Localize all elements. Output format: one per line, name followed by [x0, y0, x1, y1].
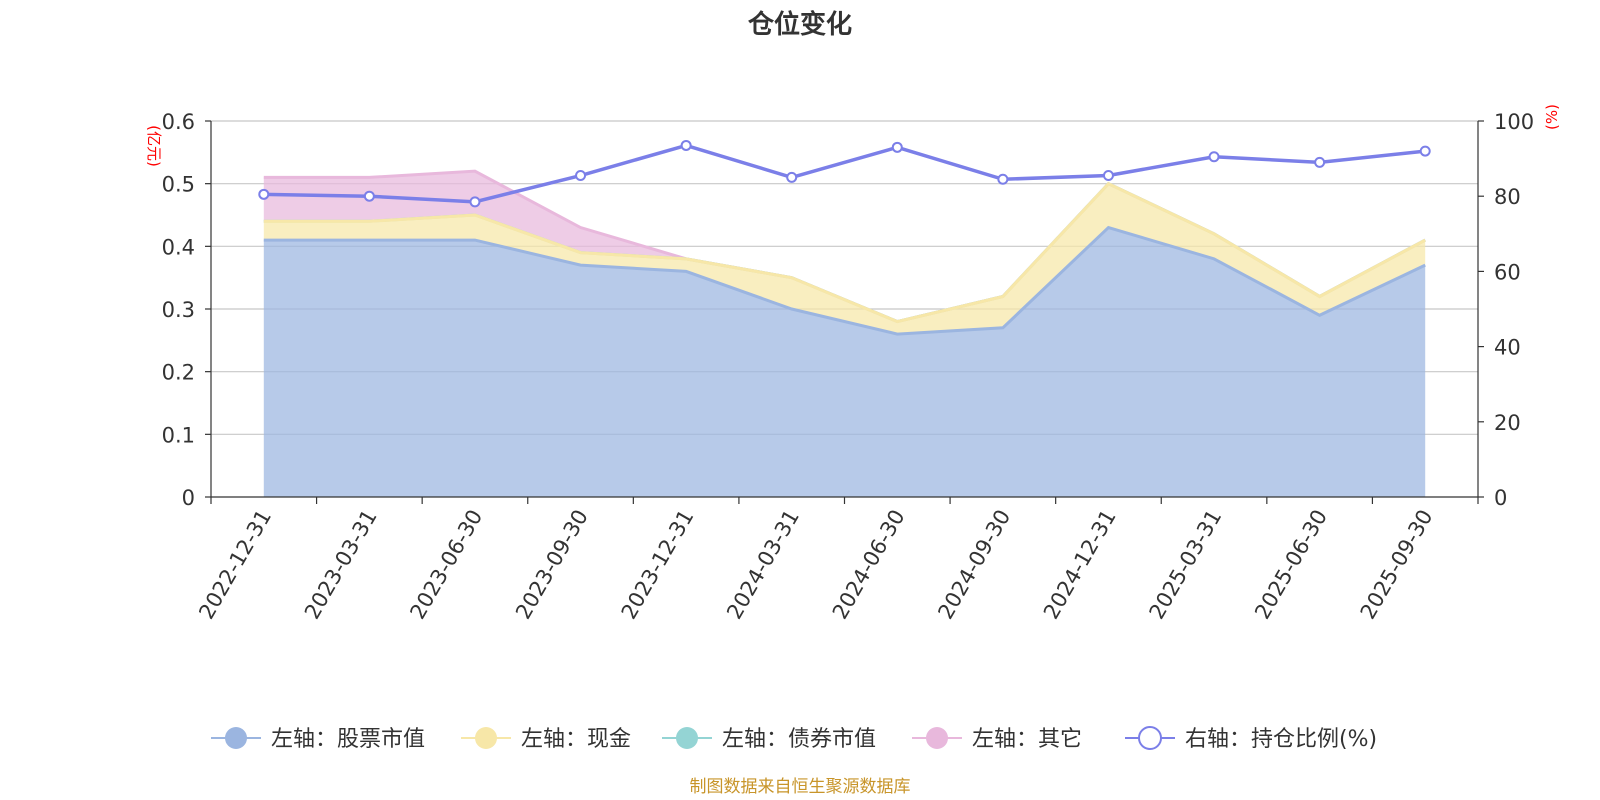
legend-marker	[1138, 726, 1162, 750]
ratio-line	[263, 143, 1426, 204]
ratio-point	[1419, 145, 1431, 157]
area-edge-现金	[263, 181, 1426, 324]
left-tick-label: 0.6	[162, 110, 195, 134]
right-tick-label: 40	[1494, 336, 1521, 360]
left-tick-label: 0.4	[162, 235, 195, 259]
left-tick-label: 0	[182, 486, 195, 510]
x-tick-label: 2024-06-30	[828, 506, 910, 624]
ratio-point	[469, 196, 481, 208]
legend-label: 右轴：持仓比例(%)	[1185, 727, 1377, 752]
area-股票市值	[263, 227, 1426, 498]
legend-label: 左轴：债券市值	[722, 727, 876, 752]
ratio-point	[891, 141, 903, 153]
x-tick-label: 2023-06-30	[405, 506, 487, 624]
x-tick-label: 2025-06-30	[1250, 506, 1332, 624]
legend-item: 左轴：其它	[912, 727, 1082, 752]
x-tick-label: 2025-03-31	[1145, 506, 1227, 624]
legend-label: 左轴：现金	[521, 727, 631, 752]
left-tick-label: 0.5	[162, 173, 195, 197]
ratio-point	[258, 188, 270, 200]
right-tick-label: 0	[1494, 486, 1507, 510]
legend-item: 左轴：现金	[461, 727, 631, 752]
legend-marker	[926, 727, 948, 749]
ratio-point	[575, 170, 587, 182]
chart-title: 仓位变化	[747, 9, 852, 40]
x-tick-label: 2023-09-30	[511, 506, 593, 624]
x-tick-label: 2024-09-30	[933, 506, 1015, 624]
stacked-areas	[263, 169, 1426, 498]
ratio-point	[680, 139, 692, 151]
ratio-point	[786, 171, 798, 183]
x-tick-label: 2024-03-31	[722, 506, 804, 624]
ratio-point	[1102, 170, 1114, 182]
legend-label: 左轴：其它	[972, 727, 1082, 752]
area-现金	[263, 183, 1426, 335]
right-tick-label: 60	[1494, 260, 1521, 284]
legend-item: 左轴：债券市值	[662, 727, 876, 752]
legend-item: 右轴：持仓比例(%)	[1125, 726, 1377, 752]
left-tick-label: 0.3	[162, 298, 195, 322]
ratio-point	[1208, 151, 1220, 163]
right-axis-unit: (%)	[1543, 104, 1561, 130]
ratio-point	[997, 173, 1009, 185]
right-tick-label: 100	[1494, 110, 1534, 134]
holding-ratio-line	[258, 139, 1431, 208]
legend-marker	[225, 727, 247, 749]
source-note: 制图数据来自恒生聚源数据库	[690, 777, 911, 797]
x-tick-label: 2025-09-30	[1356, 506, 1438, 624]
legend: 左轴：股票市值 左轴：现金 左轴：债券市值 左轴：其它 右轴：持仓比例(%)	[211, 726, 1377, 752]
x-tick-label: 2023-03-31	[300, 506, 382, 624]
ratio-point	[363, 190, 375, 202]
right-tick-label: 80	[1494, 185, 1521, 209]
area-其它	[263, 171, 1426, 322]
right-tick-label: 20	[1494, 411, 1521, 435]
left-tick-label: 0.2	[162, 361, 195, 385]
left-tick-label: 0.1	[162, 423, 195, 447]
legend-label: 左轴：股票市值	[271, 727, 425, 752]
area-edge-股票市值	[263, 225, 1426, 336]
legend-item: 左轴：股票市值	[211, 727, 425, 752]
x-tick-label: 2023-12-31	[617, 506, 699, 624]
legend-marker	[475, 727, 497, 749]
ratio-point	[1314, 156, 1326, 168]
x-tick-label: 2022-12-31	[194, 506, 276, 624]
left-axis-unit: (亿元)	[145, 125, 163, 167]
x-tick-label: 2024-12-31	[1039, 506, 1121, 624]
legend-marker	[676, 727, 698, 749]
